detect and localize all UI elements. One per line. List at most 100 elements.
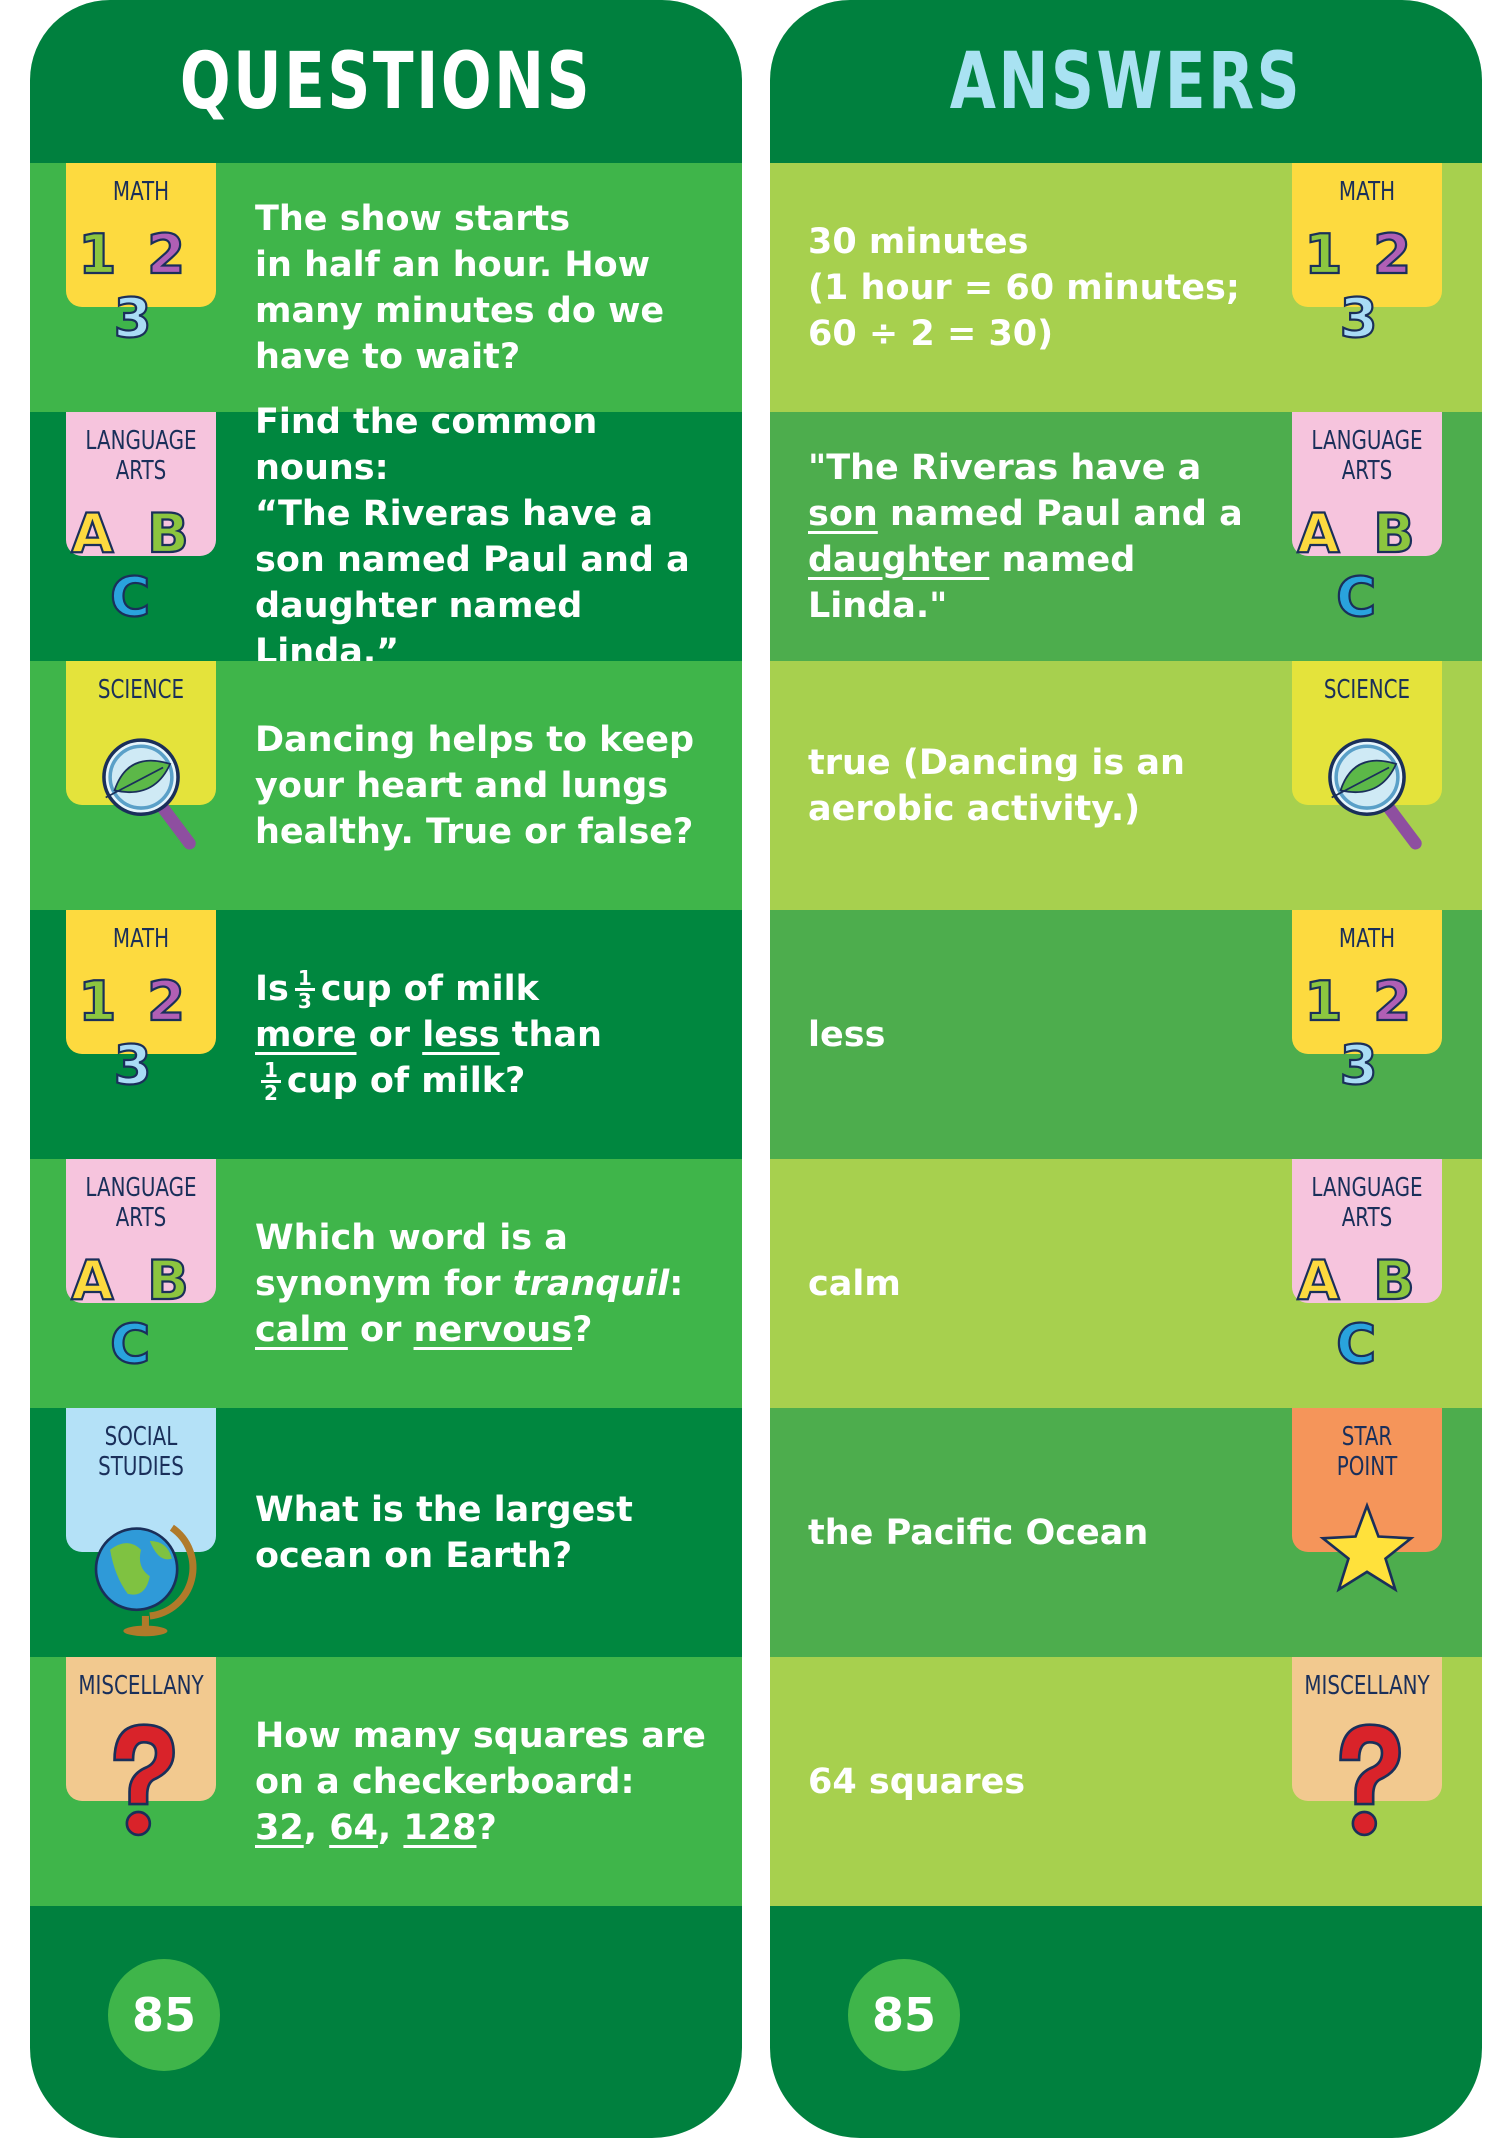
text-segment: How many squares are bbox=[255, 1715, 706, 1756]
text-line: true (Dancing is an bbox=[808, 740, 1278, 786]
text-line: 60 ÷ 2 = 30) bbox=[808, 311, 1278, 357]
text-segment: in half an hour. How bbox=[255, 244, 651, 285]
text-segment: named Linda." bbox=[808, 539, 1136, 626]
letters-abc-icon: A BC bbox=[1296, 500, 1416, 630]
text-segment: or bbox=[347, 1309, 414, 1350]
page-number: 85 bbox=[848, 1959, 960, 2071]
svg-text:2: 2 bbox=[1373, 222, 1411, 286]
text-segment: on a checkerboard: bbox=[255, 1761, 635, 1802]
text-line: many minutes do we bbox=[255, 288, 725, 334]
question-text: Find the common nouns: “The Riveras have … bbox=[255, 399, 725, 675]
underlined-word: son bbox=[808, 493, 878, 534]
text-line: calm or nervous? bbox=[255, 1307, 725, 1353]
text-line: (1 hour = 60 minutes; bbox=[808, 265, 1278, 311]
text-line: What is the largest bbox=[255, 1487, 725, 1533]
numbers-123-icon: 1 23 bbox=[77, 221, 186, 351]
star-icon bbox=[1319, 1501, 1415, 1593]
question-row: SOCIAL STUDIES What is the largest ocean on… bbox=[30, 1408, 742, 1657]
svg-text:C: C bbox=[110, 1312, 150, 1376]
letters-abc-icon: A BC bbox=[1296, 1247, 1416, 1377]
answers-card: ANSWERS 30 minutes (1 hour = 60 minutes; 6… bbox=[770, 0, 1482, 2138]
svg-text:3: 3 bbox=[1340, 286, 1378, 350]
answer-row: true (Dancing is an aerobic activity.) SCI… bbox=[770, 661, 1482, 910]
questions-card: QUESTIONS MATH 1 2 3 The show starts in half … bbox=[30, 0, 742, 2138]
text-line: 32, 64, 128? bbox=[255, 1805, 725, 1851]
text-segment: the Pacific Ocean bbox=[808, 1512, 1149, 1553]
text-line: Dancing helps to keep bbox=[255, 717, 725, 763]
page-number: 85 bbox=[108, 1959, 220, 2071]
question-text: What is the largest ocean on Earth? bbox=[255, 1487, 725, 1579]
text-line: son named Paul and a bbox=[808, 491, 1278, 537]
text-segment: healthy. True or false? bbox=[255, 811, 694, 852]
text-segment: ? bbox=[476, 1807, 497, 1848]
underlined-word: 32 bbox=[255, 1807, 304, 1848]
text-line: synonym for tranquil: bbox=[255, 1261, 725, 1307]
category-label: MISCELLANY bbox=[1304, 1671, 1430, 1701]
numbers-123-icon: 1 23 bbox=[1303, 221, 1412, 351]
category-label: LANGUAGE ARTS bbox=[85, 426, 197, 486]
question-text: How many squares are on a checkerboard: 32… bbox=[255, 1713, 725, 1851]
svg-text:A: A bbox=[1297, 1248, 1340, 1312]
category-label: LANGUAGE ARTS bbox=[1311, 1173, 1423, 1233]
text-line: have to wait? bbox=[255, 334, 725, 380]
text-line: in half an hour. How bbox=[255, 242, 725, 288]
category-label: SCIENCE bbox=[1323, 675, 1411, 705]
text-line: 64 squares bbox=[808, 1759, 1278, 1805]
text-segment: cup of milk bbox=[320, 968, 539, 1009]
answer-row: the Pacific Ocean STAR POINT bbox=[770, 1408, 1482, 1657]
answer-text: 64 squares bbox=[808, 1759, 1278, 1805]
answer-row: less MATH 1 2 3 bbox=[770, 910, 1482, 1159]
svg-text:1: 1 bbox=[78, 969, 116, 1033]
text-segment: “The Riveras have a bbox=[255, 493, 654, 534]
text-segment: son named Paul and a bbox=[255, 539, 690, 580]
text-line: "The Riveras have a bbox=[808, 445, 1278, 491]
svg-text:C: C bbox=[1336, 565, 1376, 629]
text-line: Find the common nouns: bbox=[255, 399, 725, 491]
answer-text: 30 minutes (1 hour = 60 minutes; 60 ÷ 2 = … bbox=[808, 219, 1278, 357]
answer-category-badge: LANGUAGE ARTS A B C bbox=[1292, 1159, 1442, 1377]
answer-category-badge: LANGUAGE ARTS A B C bbox=[1292, 412, 1442, 630]
underlined-word: 128 bbox=[403, 1807, 477, 1848]
underlined-word: 64 bbox=[329, 1807, 378, 1848]
text-segment: aerobic activity.) bbox=[808, 788, 1141, 829]
svg-text:B: B bbox=[147, 1248, 189, 1312]
text-line: Is 1 3 cup of milk bbox=[255, 966, 725, 1012]
category-label: LANGUAGE ARTS bbox=[85, 1173, 197, 1233]
question-category-badge: SOCIAL STUDIES bbox=[66, 1408, 216, 1637]
text-line: The show starts bbox=[255, 196, 725, 242]
svg-text:A: A bbox=[71, 501, 114, 565]
answer-category-badge: MATH 1 2 3 bbox=[1292, 910, 1442, 1098]
denominator: 3 bbox=[297, 989, 312, 1013]
answer-text: the Pacific Ocean bbox=[808, 1510, 1278, 1556]
svg-text:3: 3 bbox=[114, 1033, 152, 1097]
text-segment: ocean on Earth? bbox=[255, 1535, 573, 1576]
question-row: MATH 1 2 3 Is 1 3 cup of milk more or less than 1… bbox=[30, 910, 742, 1159]
text-segment: ? bbox=[572, 1309, 593, 1350]
svg-text:C: C bbox=[1336, 1312, 1376, 1376]
text-line: Which word is a bbox=[255, 1215, 725, 1261]
text-segment: have to wait? bbox=[255, 336, 521, 377]
category-label: MATH bbox=[1338, 924, 1396, 954]
svg-text:B: B bbox=[1373, 501, 1415, 565]
text-segment: (1 hour = 60 minutes; bbox=[808, 267, 1240, 308]
text-segment: , bbox=[303, 1807, 330, 1848]
text-segment: Is bbox=[255, 968, 289, 1009]
text-segment: calm bbox=[808, 1263, 901, 1304]
question-category-badge: MISCELLANY bbox=[66, 1657, 216, 1837]
text-segment: 60 ÷ 2 = 30) bbox=[808, 313, 1054, 354]
svg-text:C: C bbox=[110, 565, 150, 629]
text-segment: less bbox=[808, 1014, 886, 1055]
answer-row: 30 minutes (1 hour = 60 minutes; 60 ÷ 2 = … bbox=[770, 163, 1482, 412]
text-segment: daughter named Linda.” bbox=[255, 585, 583, 672]
underlined-word: more bbox=[255, 1014, 357, 1055]
question-row: MISCELLANY How many squares are on a check… bbox=[30, 1657, 742, 1906]
question-text: Which word is a synonym for tranquil: calm… bbox=[255, 1215, 725, 1353]
magnifier-leaf-icon bbox=[102, 738, 196, 850]
text-segment: many minutes do we bbox=[255, 290, 665, 331]
text-segment: or bbox=[356, 1014, 423, 1055]
svg-text:3: 3 bbox=[114, 286, 152, 350]
globe-icon bbox=[94, 1524, 197, 1637]
text-line: ocean on Earth? bbox=[255, 1533, 725, 1579]
